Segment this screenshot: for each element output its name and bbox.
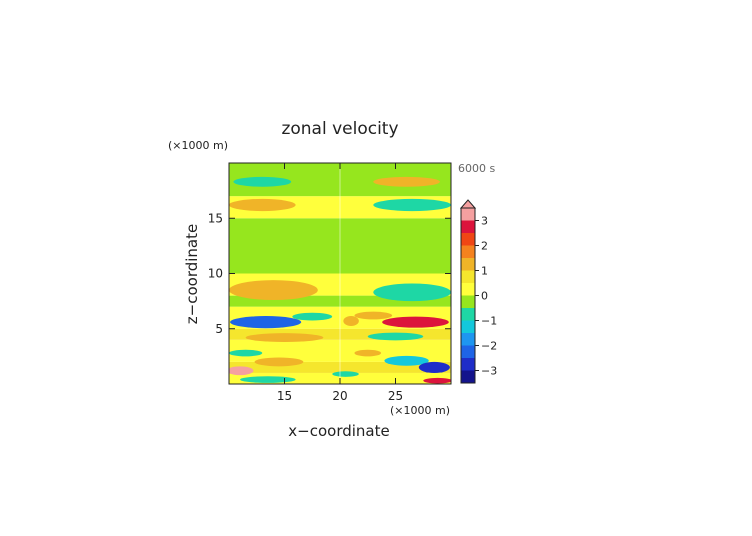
- contour-blob-16: [229, 349, 263, 357]
- y-axis-unit: (×1000 m): [168, 139, 228, 152]
- contour-blob-21: [332, 371, 359, 377]
- x-axis-unit: (×1000 m): [390, 404, 450, 417]
- plot-area: 15 20 25 5 10 15: [208, 162, 452, 403]
- x-tick-label-1: 20: [332, 389, 347, 403]
- contour-blob-4: [229, 280, 318, 301]
- contour-blob-11: [382, 316, 449, 328]
- colorbar-tick-label-4: −1: [481, 315, 497, 328]
- contour-blob-2: [229, 198, 296, 212]
- contour-blob-18: [240, 376, 296, 383]
- y-axis-label: z−coordinate: [183, 224, 201, 324]
- colorbar-swatch-4: [461, 320, 475, 333]
- x-tick-label-0: 15: [277, 389, 292, 403]
- colorbar-tick-label-2: 1: [481, 265, 488, 278]
- x-tick-label-2: 25: [388, 389, 403, 403]
- y-tick-label-2: 15: [208, 211, 223, 225]
- heatmap-field: [229, 163, 451, 384]
- chart-title: zonal velocity: [281, 119, 398, 139]
- contour-blob-0: [233, 176, 292, 187]
- colorbar-swatch-5: [461, 308, 475, 321]
- x-axis-label: x−coordinate: [288, 422, 389, 440]
- contour-blob-9: [343, 316, 359, 326]
- contour-blob-5: [373, 283, 451, 302]
- colorbar-swatch-10: [461, 245, 475, 258]
- time-label: 6000 s: [458, 162, 495, 175]
- contour-blob-12: [367, 332, 424, 341]
- contour-blob-8: [245, 333, 324, 343]
- contour-blob-19: [418, 361, 450, 373]
- colorbar-tick-label-3: 0: [481, 290, 488, 303]
- colorbar-swatch-2: [461, 345, 475, 358]
- colorbar-overflow-arrow: [459, 199, 477, 209]
- colorbar-swatch-11: [461, 233, 475, 246]
- colorbar-swatch-7: [461, 283, 475, 296]
- colorbar-swatch-12: [461, 220, 475, 233]
- colorbar-tick-label-5: −2: [481, 340, 497, 353]
- contour-blob-7: [292, 312, 333, 321]
- colorbar: 3 2 1 0 −1 −2 −3: [459, 199, 497, 384]
- y-tick-label-0: 5: [215, 322, 223, 336]
- contour-blob-1: [373, 176, 440, 187]
- contour-blob-13: [384, 355, 429, 366]
- contour-blob-15: [254, 357, 304, 367]
- contour-blob-10: [354, 311, 393, 320]
- contour-blob-20: [423, 377, 451, 384]
- contour-blob-17: [229, 366, 254, 376]
- colorbar-tick-label-1: 2: [481, 240, 488, 253]
- colorbar-swatch-13: [461, 208, 475, 221]
- colorbar-swatch-0: [461, 370, 475, 383]
- contour-blob-3: [373, 198, 451, 212]
- colorbar-swatch-3: [461, 333, 475, 346]
- colorbar-tick-label-0: 3: [481, 215, 488, 228]
- contour-blob-6: [230, 316, 302, 329]
- colorbar-tick-label-6: −3: [481, 365, 497, 378]
- y-tick-label-1: 10: [208, 267, 223, 281]
- colorbar-swatch-9: [461, 258, 475, 271]
- colorbar-swatch-8: [461, 270, 475, 283]
- contour-blob-14: [354, 349, 382, 357]
- colorbar-swatch-6: [461, 295, 475, 308]
- colorbar-swatch-1: [461, 358, 475, 371]
